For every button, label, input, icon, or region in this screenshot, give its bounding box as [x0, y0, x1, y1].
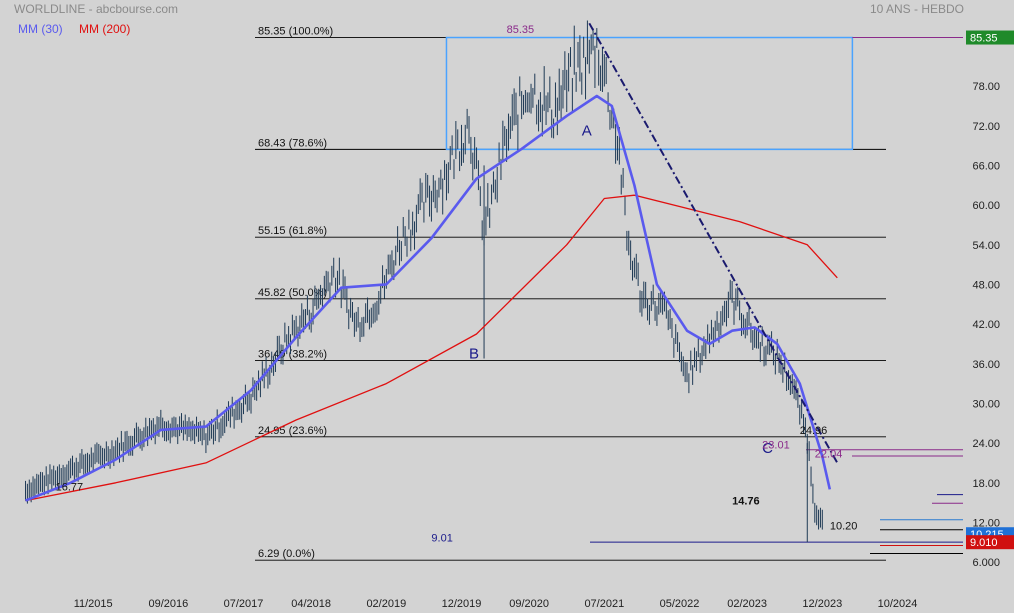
annotation-label: 23.01	[762, 439, 790, 451]
annotation-label: C	[762, 440, 773, 457]
fib-label: 68.43 (78.6%)	[258, 137, 327, 149]
y-tick-label: 12.00	[972, 517, 1000, 529]
x-tick-label: 07/2021	[584, 598, 624, 610]
fib-label: 6.29 (0.0%)	[258, 548, 315, 560]
annotation-label: B	[469, 345, 479, 362]
x-tick-label: 02/2019	[366, 598, 406, 610]
x-tick-label: 02/2023	[727, 598, 767, 610]
y-tick-label: 54.00	[972, 240, 1000, 252]
y-tick-label: 72.00	[972, 121, 1000, 133]
x-tick-label: 07/2017	[224, 598, 264, 610]
x-tick-label: 09/2020	[509, 598, 549, 610]
price-badge	[966, 535, 1014, 550]
y-tick-label: 48.00	[972, 279, 1000, 291]
y-tick-label: 6.000	[972, 557, 1000, 569]
y-tick-label: 30.00	[972, 398, 1000, 410]
chart-title: WORLDLINE - abcbourse.com	[14, 2, 179, 16]
x-tick-label: 12/2019	[442, 598, 482, 610]
annotation-label: 14.76	[732, 496, 760, 508]
y-tick-label: 66.00	[972, 160, 1000, 172]
annotation-label: 22.04	[815, 449, 843, 461]
x-tick-label: 12/2023	[802, 598, 842, 610]
y-tick-label: 42.00	[972, 319, 1000, 331]
price-badge-label: 9.010	[970, 537, 998, 549]
annotation-label: A	[582, 123, 592, 140]
resistance-box	[445, 36, 854, 151]
y-tick-label: 78.00	[972, 81, 1000, 93]
period-label: 10 ANS - HEBDO	[869, 2, 964, 16]
x-tick-label: 11/2015	[74, 598, 113, 610]
annotation-label: 85.35	[507, 24, 535, 36]
fib-label: 45.82 (50.0%)	[258, 287, 327, 299]
legend-ma30: MM (30)	[18, 22, 63, 36]
x-tick-label: 09/2016	[148, 598, 188, 610]
annotation-label: 16.77	[56, 482, 84, 494]
price-badge-label: 85.35	[970, 33, 998, 45]
fib-label: 85.35 (100.0%)	[258, 26, 333, 38]
x-tick-label: 10/2024	[878, 598, 918, 610]
fib-label: 24.95 (23.6%)	[258, 425, 327, 437]
y-tick-label: 36.00	[972, 359, 1000, 371]
annotation-label: 9.01	[431, 533, 452, 545]
y-tick-label: 60.00	[972, 200, 1000, 212]
annotation-label: 10.20	[830, 521, 858, 533]
fib-label: 55.15 (61.8%)	[258, 225, 327, 237]
x-tick-label: 05/2022	[660, 598, 700, 610]
y-tick-label: 24.00	[972, 438, 1000, 450]
price-bars	[25, 20, 823, 530]
x-tick-label: 04/2018	[291, 598, 331, 610]
legend-ma200: MM (200)	[79, 22, 131, 36]
ma30-line	[25, 94, 832, 502]
ma200-line	[25, 194, 838, 502]
downtrend-line	[588, 22, 839, 464]
price-badge	[966, 30, 1014, 45]
annotation-label: 24.96	[800, 425, 828, 437]
fib-label: 36.49 (38.2%)	[258, 349, 327, 361]
y-tick-label: 18.00	[972, 478, 1000, 490]
